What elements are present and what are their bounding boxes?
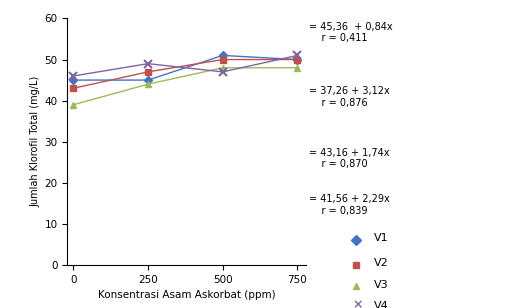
Text: = 41,56 + 2,29x
    r = 0,839: = 41,56 + 2,29x r = 0,839 bbox=[309, 194, 390, 216]
Text: = 45,36  + 0,84x
    r = 0,411: = 45,36 + 0,84x r = 0,411 bbox=[309, 22, 392, 43]
Text: V3: V3 bbox=[374, 280, 388, 290]
Text: = 37,26 + 3,12x
    r = 0,876: = 37,26 + 3,12x r = 0,876 bbox=[309, 86, 390, 108]
X-axis label: Konsentrasi Asam Askorbat (ppm): Konsentrasi Asam Askorbat (ppm) bbox=[98, 290, 276, 300]
Y-axis label: Jumlah Klorofil Total (mg/L): Jumlah Klorofil Total (mg/L) bbox=[31, 76, 40, 207]
Text: V1: V1 bbox=[374, 233, 388, 243]
Text: = 43,16 + 1,74x
    r = 0,870: = 43,16 + 1,74x r = 0,870 bbox=[309, 148, 389, 169]
Text: ×: × bbox=[353, 298, 363, 308]
Text: V2: V2 bbox=[374, 258, 388, 268]
Text: V4: V4 bbox=[374, 301, 388, 308]
